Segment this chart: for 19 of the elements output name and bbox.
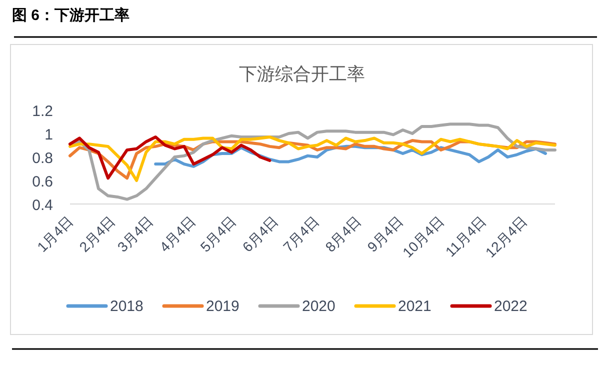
chart-subtitle: 下游综合开工率 <box>239 64 365 84</box>
y-tick-label: 1.2 <box>32 103 53 120</box>
y-tick-label: 1 <box>44 126 53 144</box>
chart-title: 图 6：下游开工率 <box>12 6 130 24</box>
y-tick-label: 0.4 <box>32 197 53 214</box>
legend-label: 2019 <box>206 298 240 315</box>
legend-label: 2022 <box>494 298 528 315</box>
legend-label: 2020 <box>302 298 336 315</box>
legend-label: 2018 <box>110 298 144 315</box>
legend-label: 2021 <box>398 298 432 315</box>
y-tick-label: 0.6 <box>32 174 53 190</box>
y-tick-label: 0.8 <box>32 150 53 167</box>
line-series <box>68 136 272 180</box>
x-tick-label: 8月4日 <box>322 212 364 255</box>
x-tick-label: 4月4日 <box>156 212 198 255</box>
x-tick-label: 5月4日 <box>197 212 240 255</box>
x-tick-label: 7月4日 <box>280 212 322 255</box>
x-tick-label: 6月4日 <box>239 212 282 255</box>
x-tick-label: 1月4日 <box>34 212 76 255</box>
